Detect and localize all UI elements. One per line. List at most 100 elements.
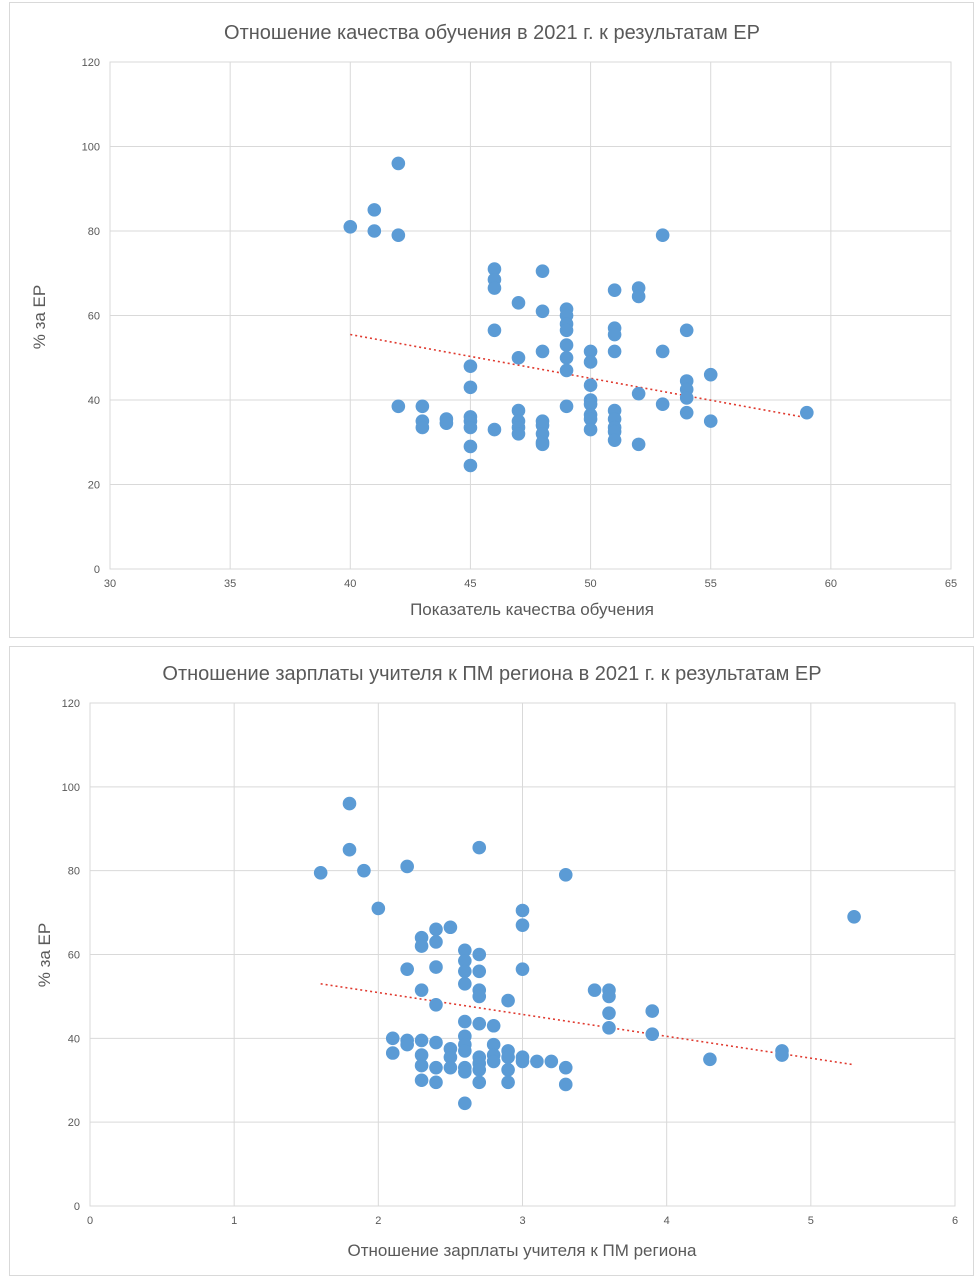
x-tick-label: 5 bbox=[808, 1215, 814, 1227]
x-tick-label: 50 bbox=[584, 578, 596, 590]
data-point bbox=[775, 1048, 789, 1062]
data-point bbox=[607, 433, 622, 447]
data-point bbox=[515, 1054, 530, 1069]
data-point bbox=[501, 1075, 515, 1090]
x-tick-label: 1 bbox=[231, 1215, 237, 1227]
data-point bbox=[559, 399, 574, 414]
data-point bbox=[703, 367, 718, 382]
data-point bbox=[414, 1033, 429, 1048]
data-point bbox=[645, 1027, 660, 1041]
data-point bbox=[443, 920, 458, 935]
data-point bbox=[602, 1006, 616, 1020]
data-point bbox=[357, 863, 371, 878]
data-point bbox=[400, 1037, 414, 1052]
data-point bbox=[679, 405, 694, 420]
data-point bbox=[587, 983, 602, 997]
data-point bbox=[343, 219, 358, 234]
data-point bbox=[559, 363, 574, 378]
data-point bbox=[607, 327, 622, 342]
data-point bbox=[367, 203, 382, 217]
chart-title: Отношение качества обучения в 2021 г. к … bbox=[224, 22, 760, 44]
data-point bbox=[458, 1096, 472, 1111]
data-point bbox=[679, 323, 694, 338]
data-point bbox=[530, 1054, 544, 1069]
data-point bbox=[511, 296, 526, 310]
data-point bbox=[679, 391, 694, 405]
y-axis-title: % за ЕР bbox=[35, 923, 54, 988]
data-point bbox=[472, 989, 487, 1004]
data-point bbox=[602, 989, 616, 1004]
data-point bbox=[429, 922, 443, 937]
data-point bbox=[583, 355, 598, 369]
data-point bbox=[800, 405, 814, 420]
data-point bbox=[429, 1035, 443, 1050]
data-point bbox=[458, 977, 472, 991]
data-point bbox=[583, 378, 598, 393]
data-point bbox=[415, 399, 430, 414]
x-tick-label: 4 bbox=[664, 1215, 670, 1227]
x-tick-label: 0 bbox=[87, 1215, 93, 1227]
data-point bbox=[631, 289, 646, 304]
chart-panel-salary: 0 1 2 3 4 5 6 0 20 40 60 80 100 120 Отношение зарплат… bbox=[9, 646, 974, 1276]
chart-panel-quality: 30 35 40 45 50 55 60 65 0 20 40 60 80 100 120 Отношени… bbox=[9, 2, 974, 638]
scatter-chart-quality: 30 35 40 45 50 55 60 65 0 20 40 60 80 100 120 Отношени… bbox=[30, 22, 957, 619]
data-point bbox=[558, 1077, 573, 1092]
data-point bbox=[458, 964, 472, 979]
data-point bbox=[558, 868, 573, 882]
x-tick-label: 35 bbox=[224, 578, 236, 590]
data-point bbox=[472, 947, 487, 962]
data-point bbox=[487, 323, 502, 338]
data-point bbox=[515, 962, 530, 976]
data-point bbox=[472, 1075, 487, 1090]
x-tick-label: 45 bbox=[464, 578, 476, 590]
data-point bbox=[391, 399, 406, 414]
trendline bbox=[350, 333, 807, 419]
data-point bbox=[559, 350, 574, 365]
data-point bbox=[414, 983, 429, 997]
x-tick-label: 60 bbox=[825, 578, 837, 590]
data-point bbox=[655, 397, 670, 412]
y-tick-label: 60 bbox=[88, 311, 100, 323]
data-point bbox=[463, 359, 478, 374]
data-point bbox=[342, 842, 357, 857]
data-point bbox=[535, 264, 550, 278]
data-point bbox=[463, 458, 478, 473]
x-tick-label: 3 bbox=[519, 1215, 525, 1227]
data-point bbox=[391, 156, 406, 171]
y-tick-label: 40 bbox=[88, 395, 100, 407]
data-point bbox=[414, 1058, 429, 1073]
data-point bbox=[463, 420, 478, 435]
y-tick-label: 20 bbox=[88, 480, 100, 492]
data-point bbox=[645, 1004, 660, 1018]
data-point bbox=[655, 228, 670, 243]
data-point bbox=[631, 386, 646, 401]
x-tick-label: 40 bbox=[344, 578, 356, 590]
data-point bbox=[400, 859, 414, 874]
data-point bbox=[703, 414, 718, 428]
data-point bbox=[487, 281, 502, 295]
y-tick-label: 120 bbox=[62, 698, 80, 710]
data-point bbox=[367, 224, 382, 238]
data-point bbox=[415, 420, 430, 435]
data-point bbox=[486, 1054, 501, 1069]
data-point bbox=[439, 416, 454, 431]
y-tick-label: 100 bbox=[82, 142, 100, 154]
data-point bbox=[501, 993, 515, 1008]
data-point bbox=[313, 865, 328, 880]
data-point bbox=[414, 939, 429, 953]
data-point bbox=[559, 323, 574, 338]
data-point bbox=[385, 1031, 400, 1046]
data-point bbox=[501, 1062, 515, 1077]
data-point bbox=[429, 1060, 443, 1075]
data-point bbox=[515, 903, 530, 918]
y-tick-label: 100 bbox=[62, 782, 80, 794]
plot-area bbox=[109, 61, 952, 570]
data-point bbox=[472, 1016, 487, 1031]
data-point bbox=[583, 422, 598, 437]
x-tick-label: 30 bbox=[104, 578, 116, 590]
data-point bbox=[458, 1044, 472, 1058]
data-point bbox=[429, 997, 443, 1012]
data-point bbox=[472, 840, 487, 855]
y-tick-label: 80 bbox=[68, 866, 80, 878]
